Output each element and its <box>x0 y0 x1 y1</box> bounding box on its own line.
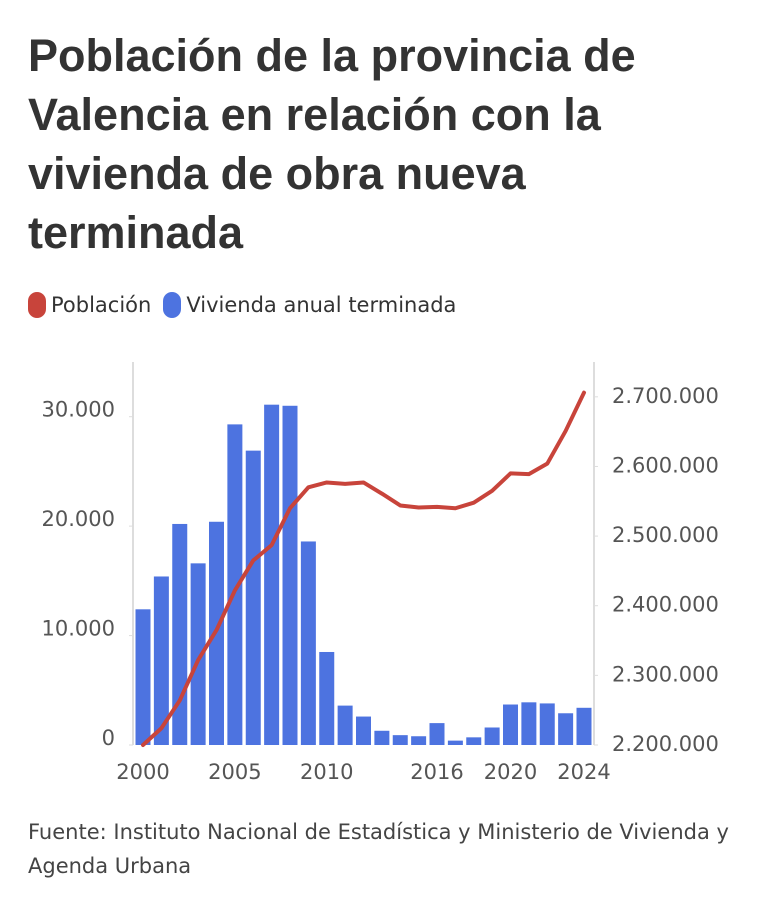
bar <box>411 736 427 745</box>
y-tick-label: 20.000 <box>42 507 115 531</box>
line <box>141 390 586 747</box>
legend-label: Vivienda anual terminada <box>186 293 457 317</box>
y2-tick-label: 2.200.000 <box>612 732 719 756</box>
bar <box>245 450 261 745</box>
y2-tick-label: 2.300.000 <box>612 662 719 686</box>
legend-label: Población <box>51 293 152 317</box>
bar <box>558 713 574 745</box>
bar <box>503 704 518 745</box>
y-tick-label: 30.000 <box>42 398 115 422</box>
legend-swatch <box>28 292 46 318</box>
bar <box>429 723 445 745</box>
bar <box>282 405 298 745</box>
y-tick-label: 10.000 <box>42 617 115 641</box>
legend-item: Población <box>28 292 151 318</box>
x-tick-label: 2010 <box>300 760 353 784</box>
y2-tick-label: 2.600.000 <box>612 453 719 477</box>
bar <box>190 563 206 745</box>
bar <box>337 705 353 745</box>
legend-swatch <box>163 292 182 318</box>
x-tick-label: 2005 <box>208 760 261 784</box>
y2-tick-label: 2.500.000 <box>612 523 719 547</box>
bar <box>447 740 463 745</box>
bar <box>576 707 592 745</box>
source: Fuente: Instituto Nacional de Estadístic… <box>28 820 729 878</box>
bar <box>319 651 335 745</box>
bar <box>135 609 151 745</box>
bar <box>484 727 500 745</box>
bar <box>356 716 371 745</box>
bar <box>521 702 537 745</box>
chart-title: Población de la provincia de Valencia en… <box>28 30 636 258</box>
bar <box>466 737 482 745</box>
legend: Población Vivienda anual terminada <box>28 292 456 318</box>
x-tick-label: 2020 <box>484 760 537 784</box>
bar <box>374 730 390 745</box>
bar <box>392 735 408 745</box>
x-tick-label: 2024 <box>557 760 610 784</box>
bar <box>153 576 169 745</box>
y-tick-label: 0 <box>102 726 115 750</box>
x-tick-label: 2000 <box>116 760 169 784</box>
legend-item: Vivienda anual terminada <box>163 292 456 318</box>
y2-tick-label: 2.700.000 <box>612 384 719 408</box>
x-tick-label: 2016 <box>410 760 463 784</box>
bar <box>227 424 243 745</box>
bar <box>539 703 555 745</box>
bar <box>264 404 280 745</box>
bar <box>300 541 316 745</box>
y2-tick-label: 2.400.000 <box>612 593 719 617</box>
